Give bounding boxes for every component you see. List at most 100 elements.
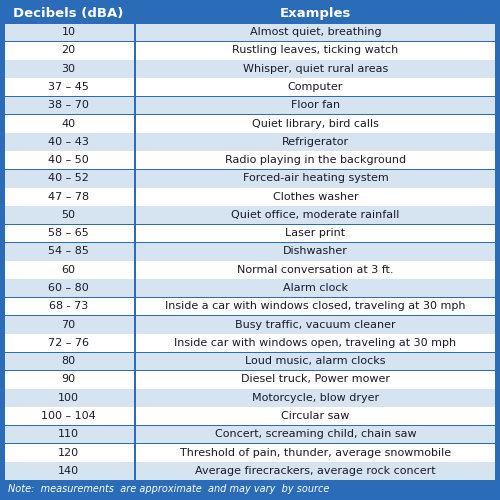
Bar xyxy=(495,3,497,497)
Bar xyxy=(3,42,497,60)
Text: Circular saw: Circular saw xyxy=(282,411,350,421)
Bar xyxy=(134,132,136,151)
Bar xyxy=(3,23,497,42)
Text: 40 – 43: 40 – 43 xyxy=(48,137,89,147)
Bar xyxy=(3,132,497,151)
Text: 120: 120 xyxy=(58,448,79,458)
Text: 30: 30 xyxy=(62,64,76,74)
Bar xyxy=(134,188,136,206)
Bar xyxy=(3,444,497,462)
Text: Motorcycle, blow dryer: Motorcycle, blow dryer xyxy=(252,392,379,402)
Text: 110: 110 xyxy=(58,430,79,440)
Text: 58 – 65: 58 – 65 xyxy=(48,228,89,238)
Text: Quiet office, moderate rainfall: Quiet office, moderate rainfall xyxy=(232,210,400,220)
Bar xyxy=(3,462,497,480)
Text: Floor fan: Floor fan xyxy=(291,100,340,110)
Bar xyxy=(134,42,136,60)
Bar xyxy=(3,407,497,425)
Text: 72 – 76: 72 – 76 xyxy=(48,338,89,348)
Bar xyxy=(3,297,497,298)
Text: 47 – 78: 47 – 78 xyxy=(48,192,89,202)
Text: 100 – 104: 100 – 104 xyxy=(41,411,96,421)
Text: Average firecrackers, average rock concert: Average firecrackers, average rock conce… xyxy=(195,466,436,476)
Text: 40 – 50: 40 – 50 xyxy=(48,155,89,165)
Text: 38 – 70: 38 – 70 xyxy=(48,100,89,110)
Text: 50: 50 xyxy=(62,210,76,220)
Bar xyxy=(3,370,497,371)
Text: Dishwasher: Dishwasher xyxy=(283,246,348,256)
Text: Alarm clock: Alarm clock xyxy=(283,283,348,293)
Text: Radio playing in the background: Radio playing in the background xyxy=(225,155,406,165)
Text: 60 – 80: 60 – 80 xyxy=(48,283,89,293)
Bar xyxy=(134,260,136,279)
Bar xyxy=(134,169,136,188)
Bar xyxy=(134,3,136,23)
Bar xyxy=(134,78,136,96)
Text: Laser print: Laser print xyxy=(286,228,346,238)
Bar xyxy=(3,370,497,388)
Bar xyxy=(134,151,136,169)
Bar xyxy=(3,188,497,206)
Bar xyxy=(3,206,497,224)
Bar xyxy=(3,78,497,96)
Text: Examples: Examples xyxy=(280,6,351,20)
Text: 68 - 73: 68 - 73 xyxy=(49,302,88,312)
Bar xyxy=(3,425,497,444)
Bar xyxy=(3,96,497,114)
Bar xyxy=(134,242,136,260)
Text: Inside car with windows open, traveling at 30 mph: Inside car with windows open, traveling … xyxy=(174,338,456,348)
Bar xyxy=(3,132,497,133)
Text: Whisper, quiet rural areas: Whisper, quiet rural areas xyxy=(243,64,388,74)
Bar xyxy=(3,3,5,497)
Bar xyxy=(3,114,497,132)
Bar xyxy=(3,497,497,499)
Text: 70: 70 xyxy=(62,320,76,330)
Bar xyxy=(3,151,497,169)
Text: Clothes washer: Clothes washer xyxy=(272,192,358,202)
Bar xyxy=(3,114,497,115)
Bar xyxy=(134,334,136,352)
Text: 40: 40 xyxy=(62,118,76,128)
Text: Almost quiet, breathing: Almost quiet, breathing xyxy=(250,27,382,37)
Bar xyxy=(3,60,497,78)
Text: 37 – 45: 37 – 45 xyxy=(48,82,89,92)
Text: Refrigerator: Refrigerator xyxy=(282,137,349,147)
Bar xyxy=(3,224,497,242)
Bar xyxy=(3,316,497,334)
Text: Loud music, alarm clocks: Loud music, alarm clocks xyxy=(245,356,386,366)
Text: Diesel truck, Power mower: Diesel truck, Power mower xyxy=(241,374,390,384)
Bar xyxy=(134,96,136,114)
Bar xyxy=(3,425,497,426)
Bar xyxy=(3,242,497,260)
Bar xyxy=(134,425,136,444)
Bar xyxy=(134,114,136,132)
Text: Normal conversation at 3 ft.: Normal conversation at 3 ft. xyxy=(237,265,394,275)
Bar xyxy=(3,169,497,170)
Bar xyxy=(134,224,136,242)
Bar xyxy=(134,407,136,425)
Bar xyxy=(134,60,136,78)
Text: Busy traffic, vacuum cleaner: Busy traffic, vacuum cleaner xyxy=(235,320,396,330)
Bar xyxy=(134,444,136,462)
Bar xyxy=(3,480,497,497)
Bar xyxy=(134,388,136,407)
Text: Rustling leaves, ticking watch: Rustling leaves, ticking watch xyxy=(232,46,398,56)
Text: Threshold of pain, thunder, average snowmobile: Threshold of pain, thunder, average snow… xyxy=(180,448,451,458)
Bar xyxy=(134,297,136,316)
Bar xyxy=(3,151,497,152)
Bar xyxy=(3,242,497,243)
Bar xyxy=(134,370,136,388)
Bar xyxy=(3,334,497,352)
Text: Concert, screaming child, chain saw: Concert, screaming child, chain saw xyxy=(214,430,416,440)
Bar xyxy=(134,316,136,334)
Bar xyxy=(3,352,497,370)
Text: 90: 90 xyxy=(62,374,76,384)
Bar xyxy=(3,388,497,389)
Bar xyxy=(3,388,497,407)
Text: 10: 10 xyxy=(62,27,76,37)
Bar xyxy=(3,3,497,23)
Bar xyxy=(3,260,497,261)
Bar xyxy=(3,23,497,24)
Bar xyxy=(3,297,497,316)
Text: 60: 60 xyxy=(62,265,76,275)
